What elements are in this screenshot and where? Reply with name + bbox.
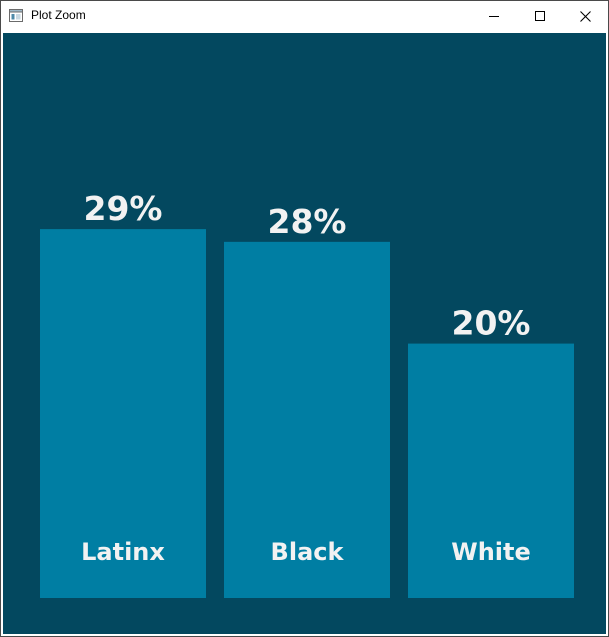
value-label-latinx: 29% bbox=[84, 189, 163, 228]
minimize-button[interactable] bbox=[471, 1, 517, 31]
title-bar[interactable]: Plot Zoom bbox=[1, 1, 608, 31]
window-title: Plot Zoom bbox=[31, 8, 86, 22]
bar-black bbox=[224, 241, 390, 598]
category-label-black: Black bbox=[271, 538, 345, 566]
close-button[interactable] bbox=[562, 1, 608, 31]
plot-area: 29% Latinx 28% Black 20% White bbox=[3, 33, 606, 634]
value-label-black: 28% bbox=[268, 202, 347, 241]
bar-latinx bbox=[40, 229, 206, 598]
bar-chart: 29% Latinx 28% Black 20% White bbox=[40, 189, 574, 598]
value-label-white: 20% bbox=[452, 304, 531, 343]
category-label-white: White bbox=[451, 538, 531, 566]
minimize-icon bbox=[489, 16, 499, 17]
maximize-button[interactable] bbox=[517, 1, 563, 31]
app-window-icon bbox=[9, 9, 23, 22]
bar-white bbox=[408, 343, 574, 598]
category-label-latinx: Latinx bbox=[81, 538, 165, 566]
maximize-icon bbox=[535, 11, 545, 21]
close-icon bbox=[579, 10, 591, 22]
